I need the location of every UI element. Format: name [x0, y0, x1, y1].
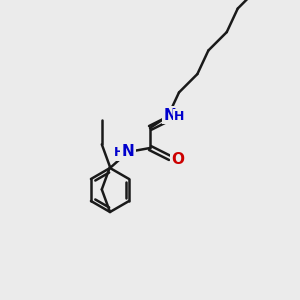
Text: H: H: [114, 146, 124, 160]
Text: H: H: [174, 110, 184, 124]
Text: N: N: [122, 143, 134, 158]
Text: O: O: [172, 110, 184, 124]
Text: O: O: [172, 152, 184, 166]
Text: N: N: [164, 107, 176, 122]
